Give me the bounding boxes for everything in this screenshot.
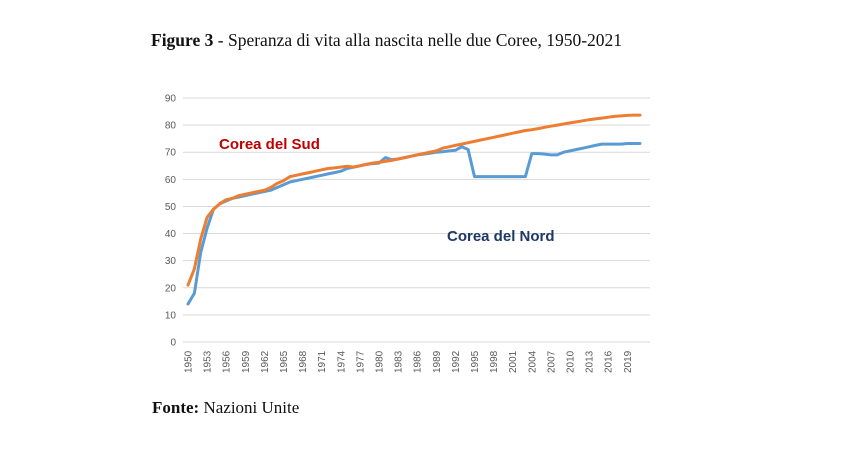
x-tick-label: 1998 <box>489 350 500 373</box>
x-tick-label: 1989 <box>432 350 443 373</box>
x-tick-label: 2001 <box>508 350 519 373</box>
x-tick-label: 1953 <box>203 350 214 373</box>
figure-title-text: - Speranza di vita alla nascita nelle du… <box>213 30 623 50</box>
x-tick-label: 1968 <box>298 350 309 373</box>
x-tick-label: 2019 <box>623 350 634 373</box>
x-tick-label: 2016 <box>604 350 615 373</box>
y-tick-label: 90 <box>165 94 177 105</box>
series-line-south <box>186 113 642 287</box>
y-tick-label: 70 <box>165 148 177 159</box>
figure-number: Figure 3 <box>151 30 214 50</box>
x-tick-label: 1995 <box>470 350 481 373</box>
series-label-south: Corea del Sud <box>219 136 320 153</box>
source-text: Nazioni Unite <box>199 398 300 417</box>
gridlines <box>183 97 650 343</box>
x-axis-ticks: 1950 1953 1956 1959 1962 1965 1968 1971 1974 1977… <box>184 350 634 373</box>
x-tick-label: 1965 <box>279 350 290 373</box>
series-label-north: Corea del Nord <box>447 228 555 245</box>
y-tick-label: 50 <box>165 202 177 213</box>
y-tick-label: 30 <box>165 256 177 267</box>
y-tick-label: 20 <box>165 283 177 294</box>
x-tick-label: 2007 <box>546 350 557 373</box>
x-tick-label: 2004 <box>527 350 538 373</box>
x-tick-label: 1983 <box>394 350 405 373</box>
figure-title: Figure 3 - Speranza di vita alla nascita… <box>151 30 622 51</box>
source-label: Fonte: <box>152 398 200 417</box>
x-tick-label: 1974 <box>336 350 347 373</box>
x-tick-label: 1950 <box>184 350 195 373</box>
x-tick-label: 1962 <box>260 350 271 373</box>
x-tick-label: 2010 <box>565 350 576 373</box>
x-tick-label: 1992 <box>451 350 462 373</box>
y-tick-label: 10 <box>165 310 177 321</box>
source-note: Fonte: Nazioni Unite <box>152 398 299 418</box>
series-lines <box>186 113 642 306</box>
y-axis-ticks: 0 10 20 30 40 50 60 70 80 90 <box>165 94 177 349</box>
x-tick-label: 1959 <box>241 350 252 373</box>
x-tick-label: 1956 <box>222 350 233 373</box>
x-tick-label: 1971 <box>317 350 328 373</box>
y-tick-label: 60 <box>165 175 177 186</box>
y-tick-label: 0 <box>170 338 176 349</box>
x-tick-label: 2013 <box>585 350 596 373</box>
y-tick-label: 40 <box>165 229 177 240</box>
series-line-north <box>186 142 642 306</box>
x-tick-label: 1980 <box>374 350 385 373</box>
x-tick-label: 1977 <box>355 350 366 373</box>
x-tick-label: 1986 <box>413 350 424 373</box>
y-tick-label: 80 <box>165 121 177 132</box>
